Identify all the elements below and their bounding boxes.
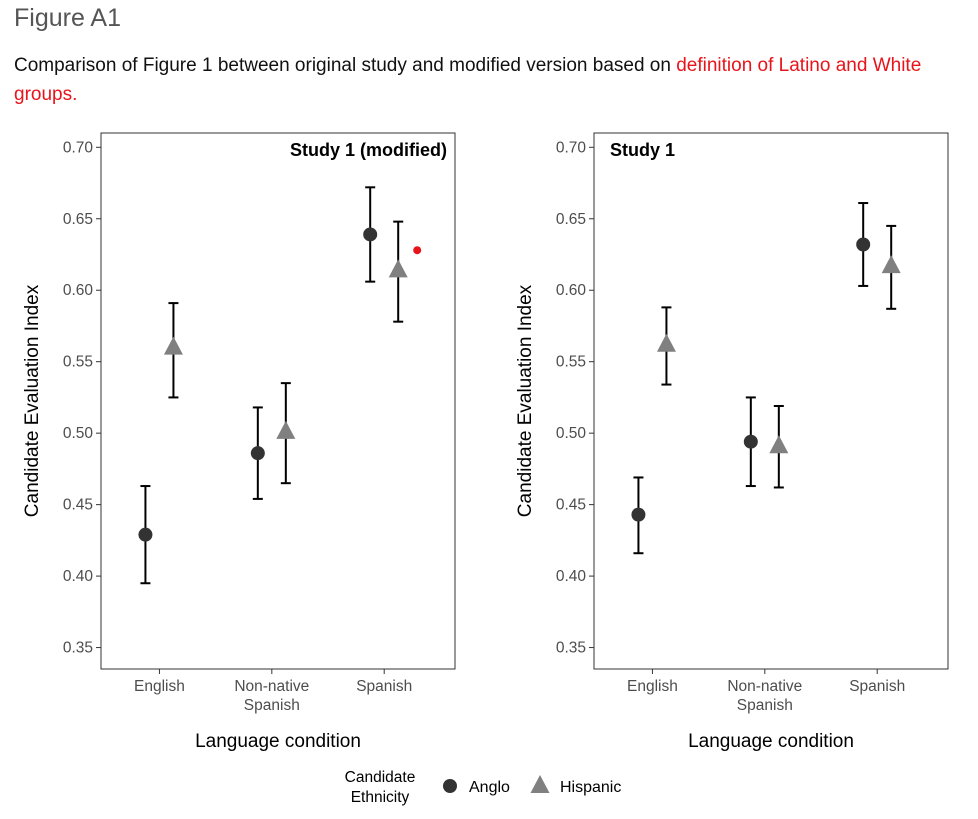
y-tick-label: 0.45 (556, 497, 586, 514)
y-tick-label: 0.35 (556, 640, 586, 657)
plot-frame (100, 132, 456, 670)
panel-title: Study 1 (610, 140, 675, 160)
x-tick-label: English (627, 678, 678, 695)
y-tick-label: 0.65 (63, 211, 93, 228)
legend-label-hispanic: Hispanic (560, 779, 621, 796)
y-tick-label: 0.65 (556, 211, 586, 228)
data-point-anglo (743, 434, 758, 449)
caption-highlight: definition of Latino and White groups. (14, 55, 922, 105)
panel-title: Study 1 (modified) (290, 140, 447, 160)
data-point-hispanic (276, 420, 296, 439)
x-axis-label: Language condition (688, 731, 854, 752)
x-tick-label: Non-native Spanish (727, 678, 802, 714)
y-tick-label: 0.40 (556, 568, 587, 585)
y-tick-label: 0.50 (63, 425, 94, 442)
caption-text: Comparison of Figure 1 between original … (14, 55, 677, 76)
panel-study1: Study 1 0.35 0.40 0.45 0.50 0.55 0.60 0.65 0.70 E… (515, 132, 949, 752)
y-tick-label: 0.55 (556, 354, 586, 371)
y-tick-label: 0.70 (63, 139, 94, 156)
x-tick-label: English (134, 678, 185, 695)
data-point-hispanic (163, 336, 183, 355)
annotation-marker (413, 246, 422, 255)
data-point-hispanic (656, 333, 676, 352)
data-point-anglo (138, 527, 153, 542)
plot-frame (593, 132, 949, 670)
legend-key-hispanic (530, 775, 550, 793)
data-point-hispanic (388, 259, 408, 278)
figure-label: Figure A1 (14, 4, 122, 32)
x-axis-label: Language condition (195, 731, 361, 752)
y-tick-label: 0.45 (63, 497, 93, 514)
x-tick-label-line: Non-native (234, 678, 309, 695)
legend-key-anglo (443, 779, 457, 793)
x-tick-label: Non-native Spanish (234, 678, 309, 714)
data-point-hispanic (881, 255, 901, 274)
legend: Candidate Ethnicity Anglo Hispanic (345, 769, 622, 806)
data-point-anglo (631, 507, 646, 522)
x-tick-label: Spanish (849, 678, 905, 695)
y-axis-label: Candidate Evaluation Index (22, 284, 43, 517)
x-tick-label: Spanish (356, 678, 412, 695)
y-tick-label: 0.60 (63, 282, 94, 299)
legend-title-line2: Ethnicity (351, 789, 410, 806)
x-tick-label-line: Spanish (244, 697, 300, 714)
y-tick-label: 0.60 (556, 282, 587, 299)
y-tick-label: 0.35 (63, 640, 93, 657)
data-point-anglo (856, 237, 871, 252)
data-point-anglo (363, 227, 378, 242)
data-point-anglo (250, 446, 265, 461)
legend-title-line1: Candidate (345, 769, 416, 786)
y-tick-label: 0.50 (556, 425, 587, 442)
x-tick-label-line: Spanish (737, 697, 793, 714)
data-point-hispanic (769, 435, 789, 454)
y-tick-label: 0.40 (63, 568, 94, 585)
y-axis-label: Candidate Evaluation Index (515, 284, 536, 517)
y-tick-label: 0.70 (556, 139, 587, 156)
legend-label-anglo: Anglo (469, 779, 510, 796)
figure-caption: Comparison of Figure 1 between original … (14, 51, 964, 109)
y-tick-label: 0.55 (63, 354, 93, 371)
x-tick-label-line: Non-native (727, 678, 802, 695)
panel-study1-modified: Study 1 (modified) 0.35 0.40 0.45 0.50 0.55 0.… (22, 132, 456, 752)
